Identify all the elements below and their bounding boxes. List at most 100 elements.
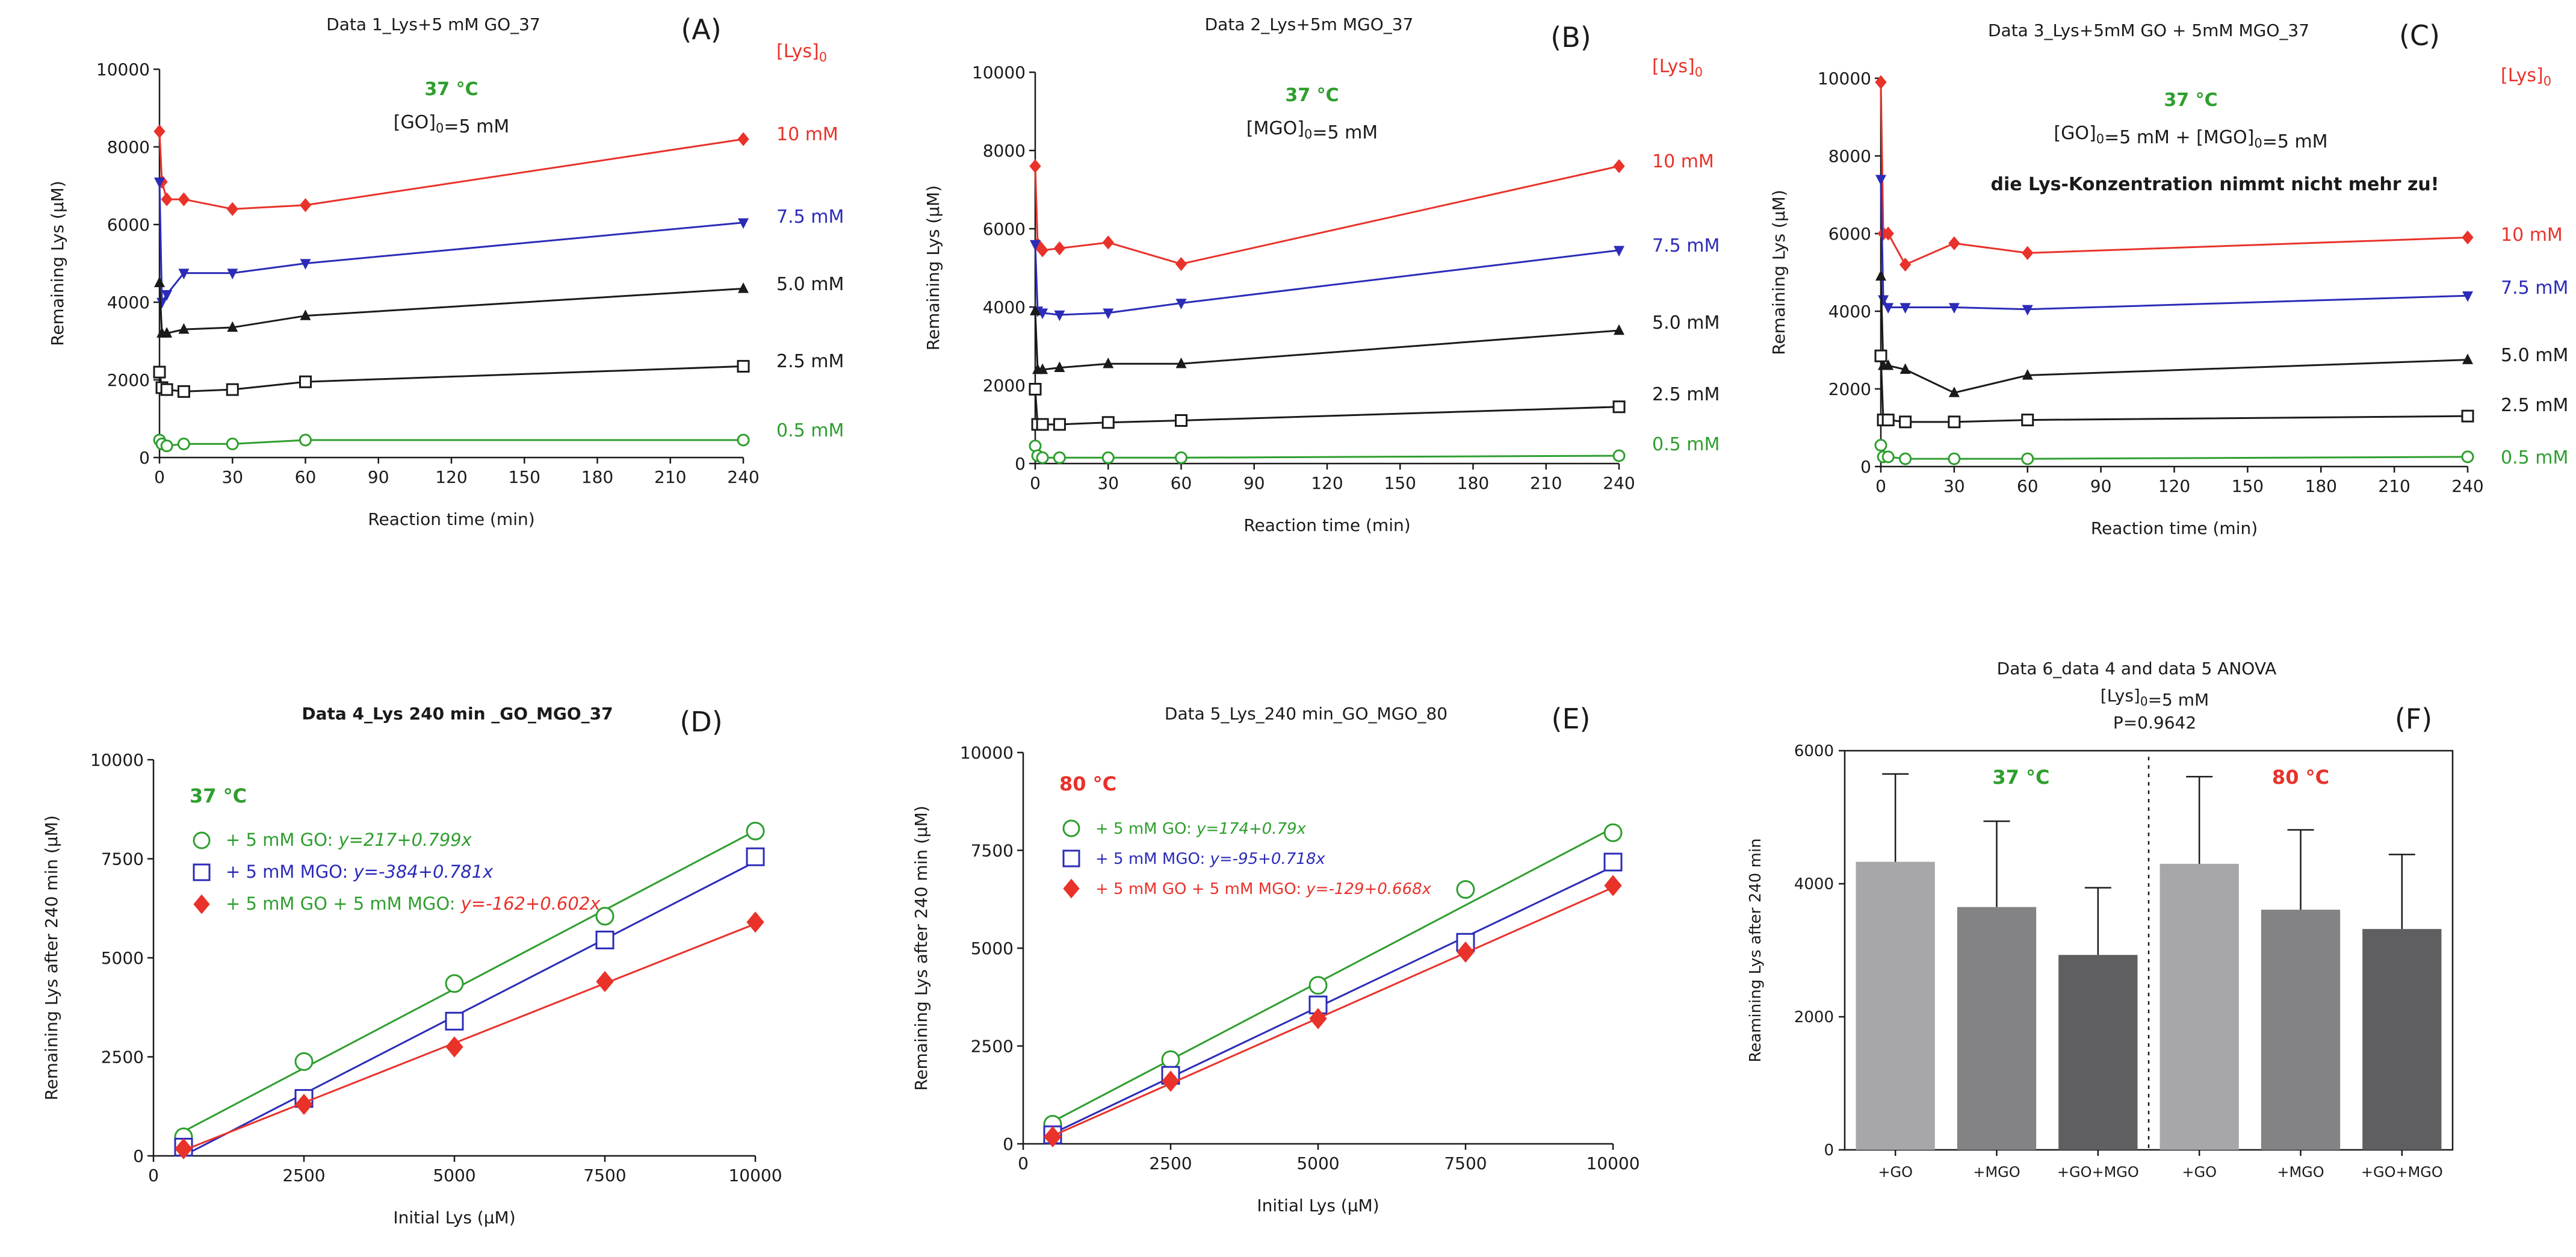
legend-equation: y=-384+0.781x	[353, 861, 494, 882]
data-point	[1875, 270, 1886, 281]
x-tick-label: 60	[295, 467, 317, 487]
data-point	[156, 297, 168, 309]
legend-marker	[193, 863, 211, 881]
y-tick-label: 2500	[101, 1048, 144, 1067]
legend-sep: :	[327, 830, 338, 850]
data-point	[596, 970, 614, 993]
x-tick-label: 120	[2158, 476, 2190, 496]
series-label: 5.0 mM	[1652, 312, 1720, 334]
legend-equation: y=174+0.79x	[1196, 820, 1306, 838]
legend-title-part: [Lys]	[776, 41, 819, 62]
chart-panel-c: 0 30 60 90 120 150 180 210 240 0 2000 4000 6000 8000 1…	[1769, 19, 2568, 538]
data-point	[1101, 451, 1115, 464]
series-line	[1034, 389, 1620, 426]
note-annotation: die Lys-Konzentration nimmt nicht mehr z…	[1991, 174, 2439, 195]
legend-entry: + 5 mM GO: y=174+0.79x	[1095, 820, 1307, 838]
data-point	[299, 375, 312, 388]
series-label: 10 mM	[776, 124, 838, 145]
series-line	[158, 439, 743, 447]
data-point	[2462, 291, 2473, 302]
data-point	[1054, 310, 1065, 321]
x-tick-label: 7500	[1444, 1153, 1487, 1173]
panel-letter: (A)	[681, 13, 721, 46]
series-line	[1034, 445, 1620, 459]
series-label: 5.0 mM	[2501, 345, 2568, 366]
y-tick-label: 8000	[107, 137, 150, 157]
data-point	[1101, 416, 1115, 429]
condition-annotation-part: [GO]	[394, 112, 436, 133]
chart-panel-a: 0 30 60 90 120 150 180 210 240 0 2000 4000 6000 8000 1…	[48, 13, 844, 529]
x-tick-label: 0	[154, 467, 165, 487]
data-point	[1053, 451, 1066, 464]
data-point	[737, 433, 750, 447]
data-point	[1875, 175, 1886, 186]
data-point	[161, 290, 173, 301]
data-point	[738, 282, 749, 293]
bar	[1957, 907, 2037, 1150]
chart-subtitle-subscript: 0	[2140, 694, 2148, 709]
y-axis-label: Remaining Lys after 240 min (μM)	[42, 815, 61, 1100]
bar	[1856, 861, 1935, 1150]
chart-panel-d: 0 2500 5000 7500 10000 0 2500 5000 7500 10000 Init…	[42, 704, 782, 1228]
x-tick-label: 10000	[1586, 1153, 1639, 1173]
series-label: 2.5 mM	[1652, 384, 1720, 405]
data-point	[595, 930, 615, 949]
y-tick-label: 10000	[960, 743, 1014, 763]
category-label: +GO+MGO	[2361, 1164, 2443, 1181]
legend-title: [Lys]0	[1652, 56, 1703, 79]
data-point	[1875, 75, 1887, 90]
data-point	[177, 385, 190, 398]
data-point	[154, 177, 165, 188]
data-point	[177, 437, 190, 450]
data-point	[1175, 451, 1187, 464]
data-point	[161, 192, 173, 206]
y-tick-label: 10000	[96, 60, 150, 79]
data-point	[2022, 369, 2033, 380]
y-tick-label: 5000	[971, 939, 1014, 958]
bar	[2160, 863, 2239, 1150]
data-point	[1612, 449, 1626, 462]
y-tick-label: 4000	[983, 297, 1026, 317]
x-tick-label: 30	[1943, 476, 1965, 496]
legend-title-subscript: 0	[819, 50, 827, 64]
data-point	[1308, 995, 1328, 1014]
legend-name: + 5 mM GO	[226, 830, 327, 850]
series-line	[158, 282, 744, 335]
chart-title: Data 3_Lys+5mM GO + 5mM MGO_37	[1988, 20, 2309, 40]
data-point	[445, 1036, 463, 1058]
legend-entry: + 5 mM MGO: y=-95+0.718x	[1095, 850, 1325, 868]
y-tick-label: 8000	[1828, 146, 1871, 166]
data-point	[737, 359, 750, 373]
y-tick-label: 6000	[983, 219, 1026, 239]
legend-marker	[1062, 849, 1080, 867]
data-point	[1162, 1070, 1180, 1092]
y-tick-label: 6000	[107, 215, 150, 235]
series-label: 0.5 mM	[2501, 447, 2568, 468]
data-point	[161, 327, 173, 338]
series-line	[1880, 179, 2468, 311]
category-label: +GO	[1878, 1164, 1913, 1181]
x-tick-label: 210	[2378, 476, 2410, 496]
series-line	[1034, 244, 1620, 316]
data-point	[1612, 400, 1626, 414]
x-tick-label: 30	[221, 467, 243, 487]
regression-line	[1052, 827, 1614, 1123]
series-line	[1034, 311, 1620, 371]
legend-name: + 5 mM MGO	[1095, 850, 1200, 868]
category-label: +GO+MGO	[2057, 1164, 2139, 1181]
legend-entry: + 5 mM GO + 5 mM MGO: y=-129+0.668x	[1095, 880, 1432, 898]
chart-title: Data 2_Lys+5m MGO_37	[1205, 14, 1414, 34]
x-tick-label: 5000	[433, 1165, 475, 1185]
y-tick-label: 0	[1860, 457, 1871, 477]
x-axis-label: Reaction time (min)	[2091, 518, 2258, 538]
y-tick-label: 2000	[983, 376, 1026, 396]
series-label: 2.5 mM	[776, 351, 844, 372]
condition-annotation-part: [MGO]	[1246, 118, 1304, 139]
x-tick-label: 2500	[1149, 1153, 1192, 1173]
y-tick-label: 8000	[983, 141, 1026, 161]
data-point	[1456, 880, 1475, 899]
x-tick-label: 90	[368, 467, 389, 487]
condition-annotation-part: =5 mM	[2262, 131, 2328, 152]
legend-title-part: [Lys]	[2501, 65, 2543, 86]
